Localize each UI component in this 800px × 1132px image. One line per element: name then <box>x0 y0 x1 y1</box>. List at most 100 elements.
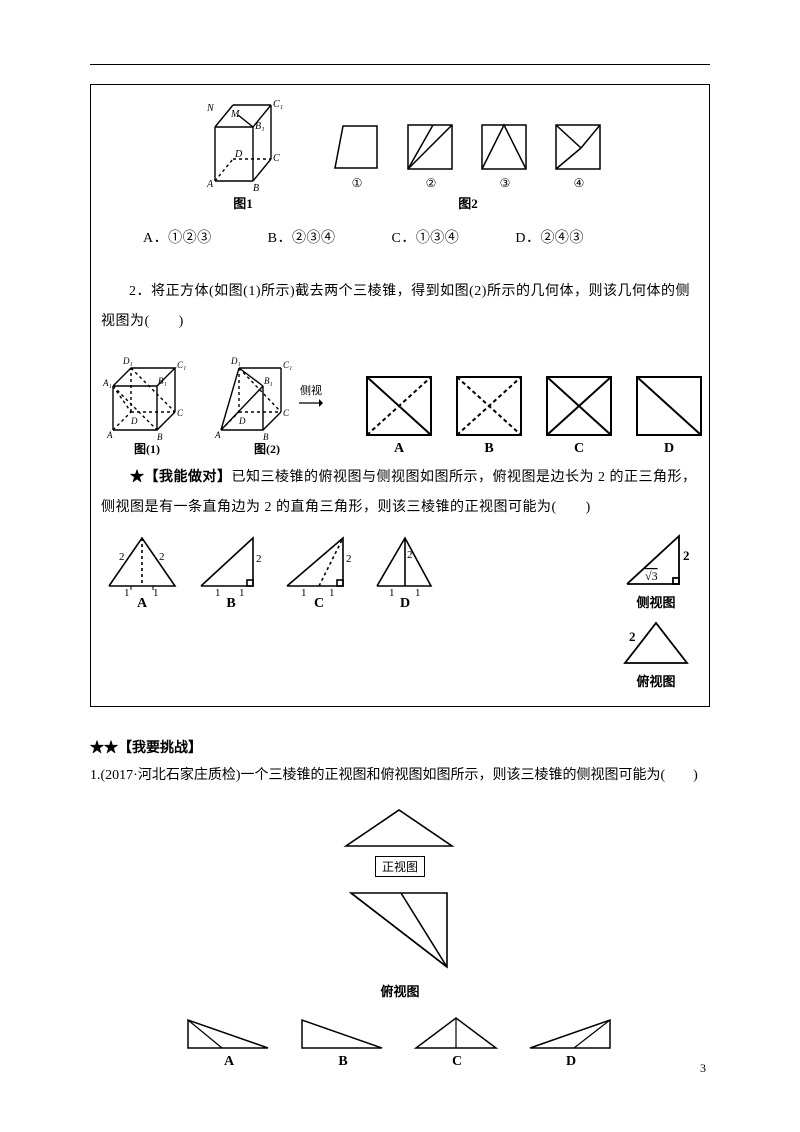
challenge-section: ★★【我要挑战】 1.(2017·河北石家庄质检)一个三棱锥的正视图和俯视图如图… <box>90 735 710 1070</box>
page-number: 3 <box>700 1061 706 1076</box>
fig2-label-4: ④ <box>551 176 607 191</box>
challenge-q: 1.(2017·河北石家庄质检)一个三棱锥的正视图和俯视图如图所示，则该三棱锥的… <box>90 762 710 789</box>
opt4-d <box>524 1014 618 1054</box>
opt4-a-label: A <box>224 1054 234 1070</box>
given-top-view: 2 <box>613 617 699 671</box>
fig2-label-1: ① <box>329 176 385 191</box>
svg-text:B: B <box>263 432 269 440</box>
svg-text:1: 1 <box>239 587 245 596</box>
options-2-figs: A B C D <box>363 373 705 457</box>
svg-text:1: 1 <box>153 587 159 596</box>
svg-text:2: 2 <box>629 629 636 644</box>
svg-text:1: 1 <box>389 587 395 596</box>
challenge-top-view <box>341 887 459 979</box>
svg-text:1: 1 <box>124 587 130 596</box>
opt3-c-label: C <box>314 596 324 612</box>
svg-text:D₁: D₁ <box>122 356 133 366</box>
options-1: A．①②③ B．②③④ C．①③④ D．②④③ <box>101 224 699 253</box>
svg-text:√3: √3 <box>645 569 658 583</box>
opt4-b <box>296 1014 390 1054</box>
svg-text:D: D <box>130 416 138 426</box>
given-side-label: 侧视图 <box>636 592 675 611</box>
opt3-a: 2 2 1 1 <box>101 530 183 596</box>
svg-text:M: M <box>230 109 240 120</box>
svg-text:1: 1 <box>301 587 307 596</box>
opt2-d <box>633 373 705 441</box>
opt4-c <box>410 1014 504 1054</box>
svg-text:A: A <box>106 430 113 440</box>
svg-text:D: D <box>238 416 246 426</box>
opt2-c-label: C <box>574 441 584 457</box>
bonus-question: ★【我能做对】已知三棱锥的俯视图与侧视图如图所示，俯视图是边长为 2 的正三角形… <box>101 463 699 522</box>
given-views: 2 √3 侧视图 2 俯视图 <box>613 530 699 690</box>
svg-text:C₁: C₁ <box>283 360 292 370</box>
fig1: AB CD B₁C₁ MN 图1 <box>193 97 293 212</box>
opt3-d: 2 1 1 <box>369 530 441 596</box>
opt2-c <box>543 373 615 441</box>
cube2-caption: 图(2) <box>211 440 323 457</box>
svg-text:C: C <box>177 408 184 418</box>
challenge-top-label: 俯视图 <box>380 981 419 1000</box>
svg-text:2: 2 <box>159 551 165 563</box>
fig2-panel-3 <box>477 118 533 174</box>
opt-d: D．②④③ <box>515 224 584 253</box>
opt2-a <box>363 373 435 441</box>
fig2-label-3: ③ <box>477 176 533 191</box>
svg-text:1: 1 <box>415 587 421 596</box>
boxed-problem-group: A B C D B₁ C₁ M N 图1 <box>90 84 710 707</box>
fig2: ① ② ③ ④ 图2 <box>329 118 607 212</box>
challenge-front-label: 正视图 <box>375 856 425 877</box>
svg-text:D: D <box>234 149 243 160</box>
svg-text:1: 1 <box>215 587 221 596</box>
figure-row-1: AB CD B₁C₁ MN 图1 <box>101 97 699 212</box>
svg-text:B: B <box>253 183 259 193</box>
opt3-a-label: A <box>137 596 147 612</box>
given-top-label: 俯视图 <box>636 671 675 690</box>
opt4-a <box>182 1014 276 1054</box>
opt-a: A．①②③ <box>143 224 212 253</box>
opt3-b: 2 1 1 <box>193 530 269 596</box>
fig1-svg: AB CD B₁C₁ MN <box>193 97 293 193</box>
svg-text:2: 2 <box>256 553 262 565</box>
svg-text:B: B <box>157 432 163 440</box>
svg-text:2: 2 <box>119 551 125 563</box>
opt-c: C．①③④ <box>391 224 459 253</box>
svg-text:C: C <box>283 408 290 418</box>
bonus-row: 2211 A 211 B 211 C 211 D <box>101 530 699 690</box>
svg-text:A: A <box>206 179 214 190</box>
opt2-d-label: D <box>664 441 674 457</box>
svg-text:C₁: C₁ <box>273 99 283 110</box>
page-content: A B C D B₁ C₁ M N 图1 <box>90 64 710 1070</box>
q2-text: 2．将正方体(如图(1)所示)截去两个三棱锥，得到如图(2)所示的几何体，则该几… <box>101 277 699 336</box>
fig2-label-2: ② <box>403 176 459 191</box>
svg-text:1: 1 <box>329 587 335 596</box>
challenge-stars: ★★ <box>90 741 118 756</box>
cube1-caption: 图(1) <box>101 440 193 457</box>
svg-text:2: 2 <box>407 549 413 561</box>
options-4-figs: A B C D <box>182 1014 618 1070</box>
opt4-d-label: D <box>566 1054 576 1070</box>
svg-text:N: N <box>206 103 215 114</box>
fig2-panel-4 <box>551 118 607 174</box>
given-side-view: 2 √3 <box>613 530 699 592</box>
figure-row-2: ABCD A₁B₁C₁D₁ 图(1) <box>101 350 699 457</box>
svg-text:D₁: D₁ <box>230 356 241 366</box>
svg-text:B₁: B₁ <box>158 376 167 386</box>
svg-text:C: C <box>273 153 280 164</box>
fig2-panel-2 <box>403 118 459 174</box>
opt3-b-label: B <box>226 596 235 612</box>
challenge-front-view <box>332 804 468 854</box>
opt2-a-label: A <box>394 441 404 457</box>
svg-text:C₁: C₁ <box>177 360 186 370</box>
svg-text:B₁: B₁ <box>264 376 273 386</box>
opt4-c-label: C <box>452 1054 462 1070</box>
fig1-caption: 图1 <box>193 193 293 212</box>
options-3-figs: 2211 A 211 B 211 C 211 D <box>101 530 441 612</box>
opt-b: B．②③④ <box>268 224 336 253</box>
cube1: ABCD A₁B₁C₁D₁ 图(1) <box>101 350 193 457</box>
opt2-b <box>453 373 525 441</box>
opt2-b-label: B <box>484 441 493 457</box>
opt4-b-label: B <box>338 1054 347 1070</box>
svg-text:2: 2 <box>683 548 690 563</box>
svg-text:A: A <box>214 430 221 440</box>
